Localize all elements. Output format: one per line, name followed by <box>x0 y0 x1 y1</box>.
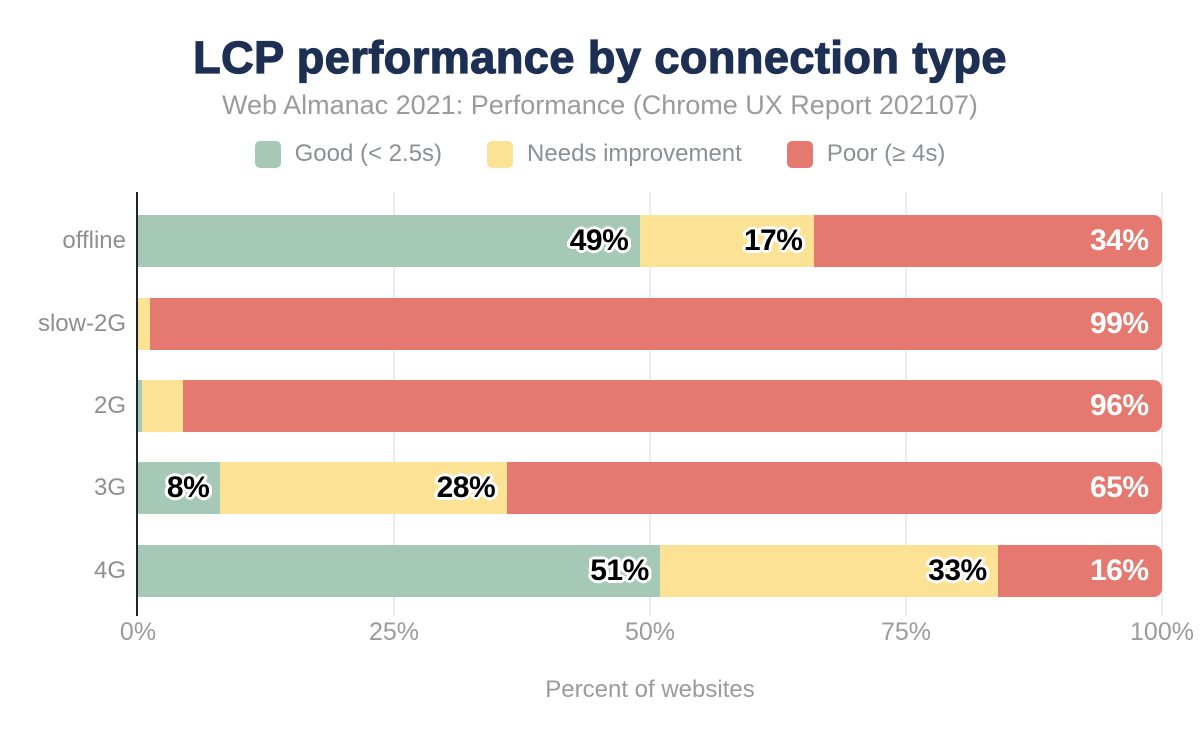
bar-row-offline: 49% 17% 34% <box>138 215 1162 268</box>
bar-value-label-3g-poor-4s: 65% <box>1090 471 1149 505</box>
legend-swatch-needs-improvement <box>487 140 514 168</box>
x-tick-label: 75% <box>880 618 932 646</box>
bar-value-label-4g-poor-4s: 16% <box>1090 553 1149 587</box>
legend-item-needs-improvement: Needs improvement <box>487 140 742 168</box>
bar-value-label-offline-good-2-5s: 49% <box>569 224 629 258</box>
chart-title: LCP performance by connection type <box>192 31 1007 83</box>
x-tick-label: 25% <box>368 618 420 646</box>
legend-swatch-good-2-5s <box>254 140 281 168</box>
bar-segment-slow-2g-needs-improvement <box>138 297 151 350</box>
bar-value-label-2g-poor-4s: 96% <box>1090 389 1149 422</box>
gridline-100% <box>1161 192 1163 616</box>
x-tick-label: 0% <box>119 618 157 646</box>
bar-value-label-4g-needs-improvement: 33% <box>928 553 987 587</box>
bar-value-label-offline-poor-4s: 34% <box>1090 224 1149 258</box>
category-label-4g: 4G <box>93 556 126 584</box>
x-tick-label: 50% <box>624 618 676 646</box>
bar-value-label-4g-good-2-5s: 51% <box>590 553 649 587</box>
bar-segment-3g-poor-4s <box>506 462 1162 515</box>
bar-segment-4g-poor-4s <box>998 544 1162 597</box>
x-axis-title: Percent of websites <box>545 676 755 703</box>
bar-row-slow-2g: 0%1%99% <box>138 297 1162 350</box>
bar-value-label-offline-needs-improvement: 17% <box>743 224 803 258</box>
bar-row-2g: 0%4%96% <box>138 380 1162 432</box>
bar-segment-4g-needs-improvement <box>660 544 999 597</box>
bar-segment-slow-2g-poor-4s <box>150 297 1162 350</box>
legend-label: Poor (≥ 4s) <box>826 140 946 167</box>
legend-label: Needs improvement <box>527 140 742 167</box>
legend-label: Good (< 2.5s) <box>294 140 443 167</box>
x-tick-label: 100% <box>1130 618 1194 646</box>
bar-value-label-3g-good-2-5s: 8% <box>166 471 210 505</box>
legend-item-good-2-5s: Good (< 2.5s) <box>254 140 443 168</box>
bar-segment-2g-needs-improvement <box>142 380 184 432</box>
y-axis-line <box>135 192 138 616</box>
chart-legend: Good (< 2.5s) Needs improvement Poor (≥ 4s… <box>0 140 1200 168</box>
chart-subtitle: Web Almanac 2021: Performance (Chrome UX… <box>222 90 978 120</box>
bar-segment-3g-needs-improvement <box>219 462 507 515</box>
category-label-slow-2g: slow-2G <box>37 309 126 337</box>
category-label-3g: 3G <box>93 474 126 502</box>
legend-swatch-poor-4s <box>786 140 813 168</box>
category-label-offline: offline <box>62 227 126 255</box>
plot-area: 49% 17% 34% 0%1%99% 0%4%96% 8% 28% 65% 51% 33% 16% <box>135 192 1163 616</box>
bar-row-3g: 8% 28% 65% <box>138 462 1162 515</box>
bar-segment-4g-good-2-5s <box>138 544 661 597</box>
bar-segment-3g-good-2-5s <box>138 462 220 515</box>
bar-segment-offline-good-2-5s <box>138 215 640 268</box>
bar-segment-offline-poor-4s <box>813 215 1162 268</box>
bar-segment-offline-needs-improvement <box>639 215 814 268</box>
bar-segment-2g-good-2-5s <box>138 380 143 432</box>
category-label-2g: 2G <box>93 392 126 419</box>
bar-value-label-3g-needs-improvement: 28% <box>436 471 496 505</box>
legend-item-poor-4s: Poor (≥ 4s) <box>786 140 946 168</box>
bar-value-label-slow-2g-poor-4s: 99% <box>1090 306 1149 340</box>
bar-row-4g: 51% 33% 16% <box>138 544 1162 597</box>
bar-segment-2g-poor-4s <box>183 380 1162 432</box>
